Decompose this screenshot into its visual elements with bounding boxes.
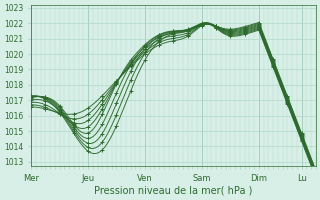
X-axis label: Pression niveau de la mer( hPa ): Pression niveau de la mer( hPa )	[94, 186, 252, 196]
